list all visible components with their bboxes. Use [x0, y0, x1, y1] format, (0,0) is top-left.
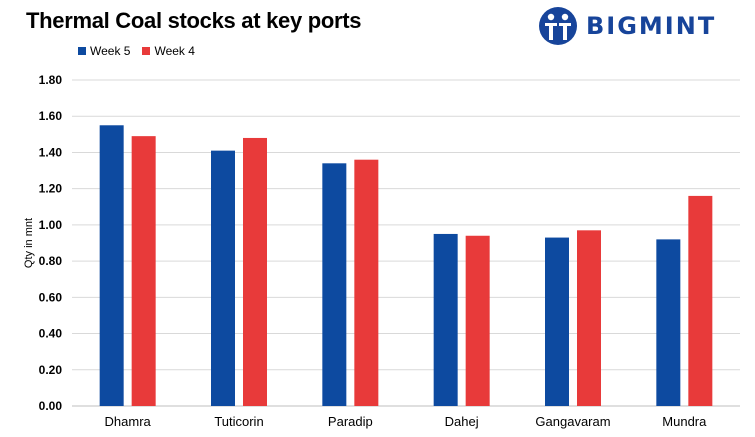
bar-week-4-paradip [354, 159, 379, 406]
x-tick-label: Tuticorin [214, 414, 263, 429]
bar-week-5-dahej [433, 233, 458, 406]
chart-title: Thermal Coal stocks at key ports [26, 8, 362, 33]
bar-week-5-dhamra [99, 125, 124, 407]
x-tick-label: Gangavaram [535, 414, 610, 429]
legend-swatch-week-5 [78, 47, 86, 55]
x-tick-label: Paradip [328, 414, 373, 429]
y-tick-label: 0.40 [39, 327, 63, 341]
y-tick-label: 0.80 [39, 254, 63, 268]
x-tick-label: Dahej [445, 414, 479, 429]
bar-week-5-mundra [656, 239, 681, 406]
bar-week-4-dhamra [131, 136, 156, 406]
y-tick-label: 1.40 [39, 145, 63, 159]
legend-label-week-4: Week 4 [154, 44, 195, 58]
y-axis-label: Qty in mnt [23, 218, 35, 268]
bar-week-4-tuticorin [243, 137, 267, 406]
bar-week-4-dahej [465, 235, 490, 406]
bar-week-4-gangavaram [577, 230, 601, 406]
legend-label-week-5: Week 5 [90, 44, 131, 58]
y-tick-label: 1.20 [39, 182, 63, 196]
y-tick-label: 0.20 [39, 363, 63, 377]
legend-item-week-5: Week 5 [78, 44, 130, 58]
x-tick-label: Mundra [662, 414, 707, 429]
bar-week-5-gangavaram [545, 237, 569, 406]
bar-week-5-paradip [322, 163, 347, 406]
bar-week-4-mundra [688, 195, 713, 406]
legend-swatch-week-4 [142, 47, 151, 55]
y-tick-label: 0.00 [39, 399, 63, 413]
bar-week-5-tuticorin [211, 150, 235, 406]
y-tick-label: 0.60 [39, 290, 63, 304]
bigmint-logo: BIGMINT [538, 6, 716, 46]
y-tick-label: 1.60 [39, 109, 63, 123]
legend-item-week-4: Week 4 [142, 44, 195, 58]
bigmint-wordmark: BIGMINT [586, 12, 717, 40]
y-tick-label: 1.00 [39, 218, 63, 232]
legend: Week 5 Week 4 [78, 44, 195, 58]
y-tick-label: 1.80 [39, 73, 63, 87]
x-tick-label: Dhamra [105, 414, 152, 429]
bigmint-people-icon [539, 7, 577, 45]
